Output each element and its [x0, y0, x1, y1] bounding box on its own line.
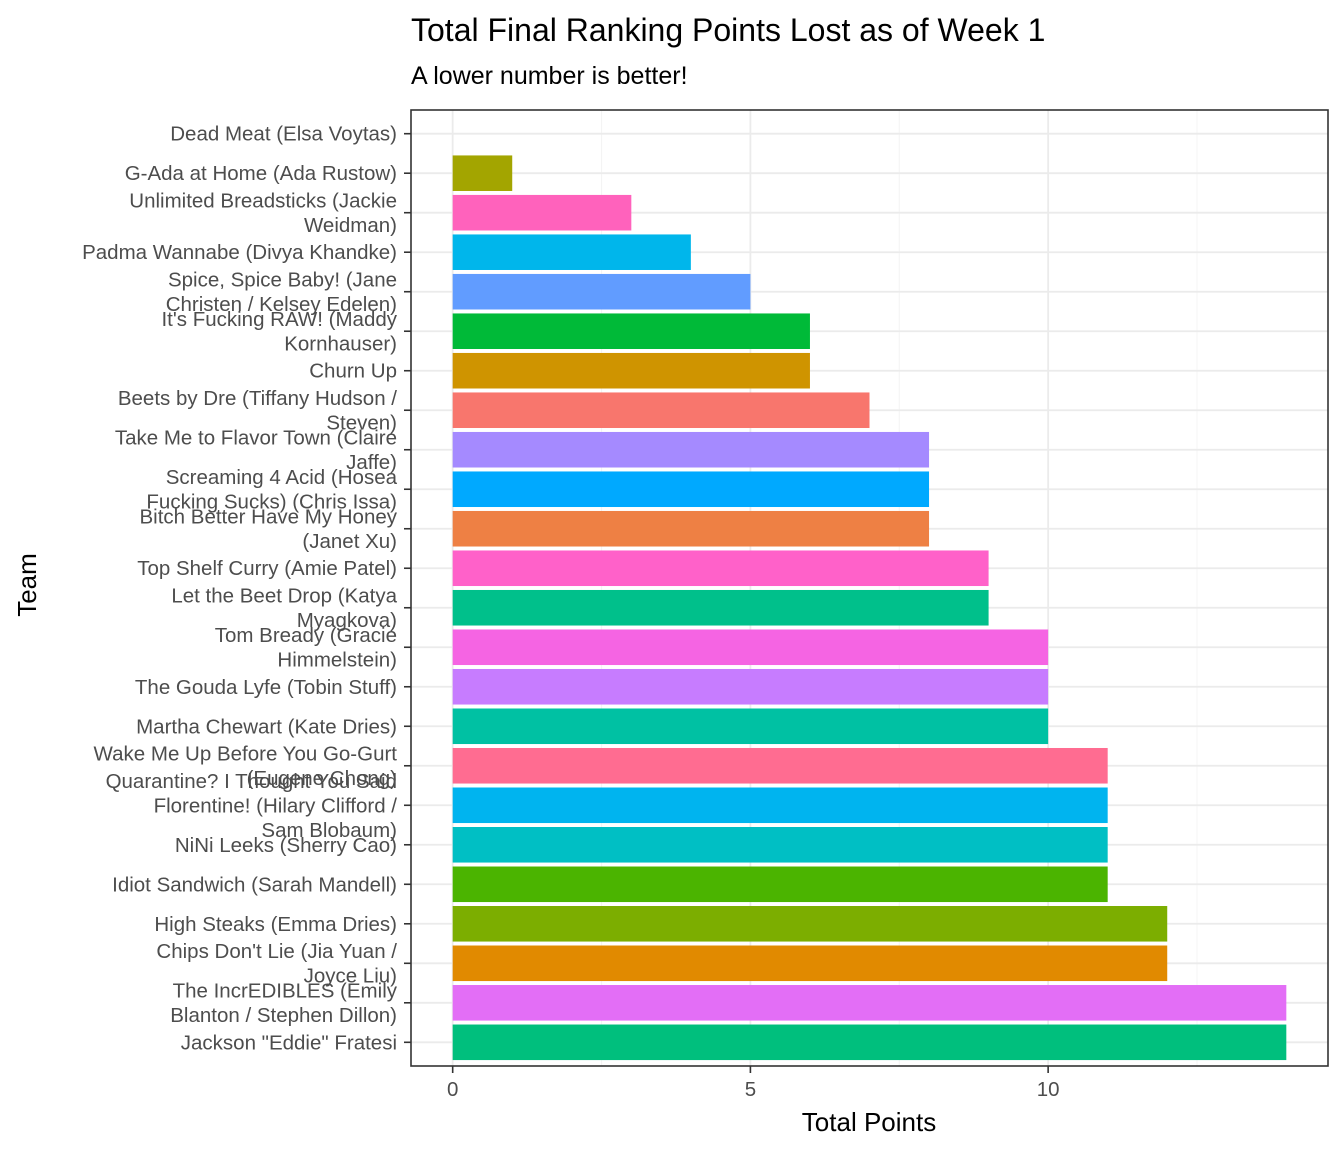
- y-axis-ticks: Dead Meat (Elsa Voytas) G-Ada at Home (Ad…: [82, 123, 411, 1054]
- y-tick-label-line: Take Me to Flavor Town (Claire: [115, 426, 397, 449]
- bar: [452, 708, 1049, 745]
- chart-subtitle: A lower number is better!: [411, 62, 688, 90]
- y-tick-label: Chips Don't Lie (Jia Yuan / Joyce Liu): [156, 940, 397, 988]
- bar: [452, 827, 1108, 863]
- y-tick-label: The IncrEDIBLES (Emily Blanton / Stephen …: [170, 980, 398, 1028]
- chart-title: Total Final Ranking Points Lost as of We…: [411, 12, 1045, 48]
- bar: [452, 510, 930, 547]
- y-tick-label: The Gouda Lyfe (Tobin Stuff): [135, 676, 397, 699]
- y-tick-label-line: Jaffe): [346, 451, 397, 474]
- y-tick-label: High Steaks (Emma Dries): [154, 913, 397, 936]
- bar: [452, 668, 1049, 705]
- bar: [452, 747, 1108, 784]
- y-tick-label-line: Let the Beet Drop (Katya: [171, 585, 397, 608]
- y-tick-label-line: The Gouda Lyfe (Tobin Stuff): [135, 676, 397, 699]
- y-tick-label-line: Quarantine? I Thought You Said: [106, 770, 397, 793]
- bar: [452, 194, 632, 231]
- y-tick-label: Dead Meat (Elsa Voytas): [170, 123, 397, 146]
- y-tick-label: G-Ada at Home (Ada Rustow): [125, 162, 397, 185]
- bar: [452, 589, 989, 626]
- panel-border: [410, 109, 1329, 1067]
- y-tick-label-line: Blanton / Stephen Dillon): [170, 1004, 397, 1027]
- bar: [452, 273, 751, 310]
- bar: [452, 945, 1168, 982]
- y-tick-label: Tom Bready (Gracie Himmelstein): [215, 624, 397, 672]
- bar: [452, 1024, 1287, 1061]
- y-tick-label-line: Spice, Spice Baby! (Jane: [168, 268, 397, 291]
- y-tick-label-line: Unlimited Breadsticks (Jackie: [129, 189, 397, 212]
- y-tick-label-line: Beets by Dre (Tiffany Hudson /: [118, 387, 397, 410]
- y-tick-label-line: Jackson "Eddie" Fratesi: [181, 1031, 397, 1054]
- y-tick-label-line: Florentine! (Hilary Clifford /: [154, 794, 398, 817]
- bar: [452, 431, 930, 468]
- y-tick-label-line: Steven): [326, 411, 397, 434]
- y-tick-label: Jackson "Eddie" Fratesi: [181, 1031, 397, 1054]
- y-tick-label: Screaming 4 Acid (Hosea Fucking Sucks) (C…: [146, 466, 397, 513]
- bar: [452, 313, 810, 349]
- y-tick-label: Wake Me Up Before You Go-Gurt (Eugene Cho…: [94, 743, 398, 791]
- y-tick-label-line: Sam Blobaum): [261, 819, 397, 842]
- y-tick-label-line: Dead Meat (Elsa Voytas): [170, 123, 397, 146]
- bars: [452, 155, 1287, 1061]
- y-tick-label-line: The IncrEDIBLES (Emily: [173, 980, 398, 1003]
- y-tick-label-line: G-Ada at Home (Ada Rustow): [125, 162, 397, 185]
- y-tick-label: Unlimited Breadsticks (Jackie Weidman): [129, 189, 397, 237]
- y-axis-title: Team: [12, 553, 42, 617]
- y-tick-label-line: High Steaks (Emma Dries): [154, 913, 397, 936]
- bar: [452, 866, 1108, 903]
- y-tick-label-line: Top Shelf Curry (Amie Patel): [137, 557, 397, 580]
- bar: [452, 906, 1168, 942]
- y-tick-label-line: Fucking Sucks) (Chris Issa): [146, 490, 397, 513]
- y-tick-label-line: (Janet Xu): [302, 530, 397, 553]
- y-tick-label: Take Me to Flavor Town (Claire Jaffe): [115, 426, 397, 474]
- bar: [452, 155, 513, 191]
- y-tick-label: NiNi Leeks (Sherry Cao): [175, 834, 397, 857]
- y-tick-label: It's Fucking RAW! (Maddy Kornhauser): [161, 308, 397, 356]
- y-tick-label: Padma Wannabe (Divya Khandke): [82, 241, 397, 264]
- y-tick-label-line: (Eugene Chong): [247, 767, 397, 790]
- x-tick-label: 5: [745, 1078, 756, 1101]
- bar: [452, 629, 1049, 666]
- bar: [452, 985, 1287, 1021]
- y-tick-label: Churn Up: [309, 360, 397, 383]
- y-tick-label-line: Weidman): [304, 214, 397, 237]
- x-axis-ticks: 0 5 10: [447, 1066, 1060, 1101]
- y-tick-label-line: Chips Don't Lie (Jia Yuan /: [156, 940, 397, 963]
- y-tick-label: Bitch Better Have My Honey (Janet Xu): [140, 505, 398, 553]
- bar: [452, 234, 691, 270]
- y-tick-label: Quarantine? I Thought You Said Florentine…: [106, 770, 398, 842]
- y-tick-label: Martha Chewart (Kate Dries): [136, 715, 397, 738]
- y-tick-label-line: It's Fucking RAW! (Maddy: [161, 308, 397, 331]
- y-tick-label-line: Kornhauser): [284, 332, 397, 355]
- y-tick-label: Idiot Sandwich (Sarah Mandell): [112, 873, 397, 896]
- y-tick-label-line: Himmelstein): [277, 649, 397, 672]
- y-tick-label-line: Churn Up: [309, 360, 397, 383]
- x-tick-label: 0: [447, 1078, 458, 1101]
- y-tick-label-line: Christen / Kelsey Edelen): [166, 293, 397, 316]
- y-tick-label-line: NiNi Leeks (Sherry Cao): [175, 834, 397, 857]
- y-tick-label: Top Shelf Curry (Amie Patel): [137, 557, 397, 580]
- y-tick-label: Let the Beet Drop (Katya Myagkova): [171, 585, 397, 633]
- bar: [452, 787, 1108, 824]
- bar: [452, 471, 930, 508]
- y-tick-label-line: Bitch Better Have My Honey: [140, 505, 398, 528]
- y-tick-label-line: Idiot Sandwich (Sarah Mandell): [112, 873, 397, 896]
- bar: [452, 392, 870, 429]
- bar: [452, 352, 810, 389]
- y-tick-label-line: Padma Wannabe (Divya Khandke): [82, 241, 397, 264]
- y-tick-label-line: Myagkova): [297, 609, 397, 632]
- y-tick-label-line: Joyce Liu): [304, 965, 397, 988]
- bar: [452, 550, 989, 587]
- y-tick-label: Spice, Spice Baby! (Jane Christen / Kelse…: [166, 268, 397, 316]
- y-tick-label-line: Wake Me Up Before You Go-Gurt: [94, 743, 398, 766]
- y-tick-label-line: Martha Chewart (Kate Dries): [136, 715, 397, 738]
- y-tick-label: Beets by Dre (Tiffany Hudson / Steven): [118, 387, 397, 435]
- y-tick-label-line: Tom Bready (Gracie: [215, 624, 397, 647]
- x-tick-label: 10: [1037, 1078, 1060, 1101]
- x-axis-title: Total Points: [802, 1107, 936, 1137]
- y-tick-label-line: Screaming 4 Acid (Hosea: [166, 466, 398, 489]
